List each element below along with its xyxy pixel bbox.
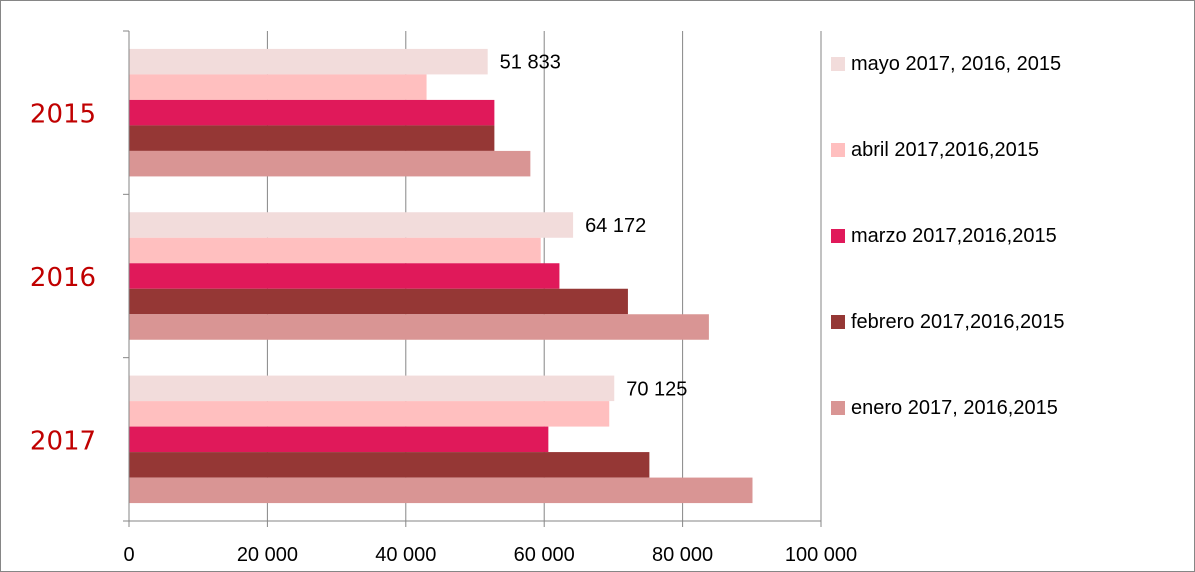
bar — [129, 314, 709, 340]
bar — [129, 237, 541, 264]
legend-item: mayo 2017, 2016, 2015 — [831, 49, 1141, 79]
x-tick-label: 100 000 — [785, 544, 857, 566]
legend-item: enero 2017, 2016,2015 — [831, 393, 1141, 423]
data-labels: 51 833 64 172 70 125 — [500, 52, 688, 401]
bar — [129, 150, 531, 177]
category-label: 2015 — [30, 100, 96, 130]
legend-label: enero 2017, 2016,2015 — [851, 397, 1058, 419]
x-tick-labels: 0 20 000 40 000 60 000 80 000 100 000 — [123, 544, 857, 566]
legend-label: abril 2017,2016,2015 — [851, 139, 1039, 161]
bar — [129, 212, 574, 238]
legend-label: mayo 2017, 2016, 2015 — [851, 53, 1062, 75]
data-label: 70 125 — [626, 378, 687, 400]
bar — [129, 74, 427, 100]
bar — [129, 401, 610, 427]
bar — [129, 48, 488, 75]
bar — [129, 426, 549, 453]
legend-swatch — [831, 401, 845, 415]
data-label: 51 833 — [500, 52, 561, 74]
bar — [129, 288, 628, 315]
axes — [123, 30, 822, 527]
bar — [129, 263, 560, 289]
bar — [129, 452, 650, 478]
legend-swatch — [831, 143, 845, 157]
x-tick-label: 40 000 — [375, 544, 436, 566]
category-labels: 2015 2016 2017 — [30, 100, 96, 457]
legend-swatch — [831, 229, 845, 243]
bar — [129, 125, 495, 151]
legend-swatch — [831, 57, 845, 71]
x-tick-label: 80 000 — [652, 544, 713, 566]
bars — [129, 48, 753, 504]
x-tick-label: 0 — [123, 544, 134, 566]
legend-swatch — [831, 315, 845, 329]
category-label: 2017 — [30, 426, 96, 456]
category-label: 2016 — [30, 263, 96, 293]
x-tick-label: 20 000 — [237, 544, 298, 566]
legend-item: marzo 2017,2016,2015 — [831, 221, 1141, 251]
legend-label: febrero 2017,2016,2015 — [851, 311, 1065, 333]
bar — [129, 477, 753, 504]
bar — [129, 375, 615, 402]
legend-item: febrero 2017,2016,2015 — [831, 307, 1141, 337]
data-label: 64 172 — [585, 215, 646, 237]
legend-item: abril 2017,2016,2015 — [831, 135, 1141, 165]
bar — [129, 99, 495, 126]
x-tick-label: 60 000 — [514, 544, 575, 566]
legend-label: marzo 2017,2016,2015 — [851, 225, 1057, 247]
